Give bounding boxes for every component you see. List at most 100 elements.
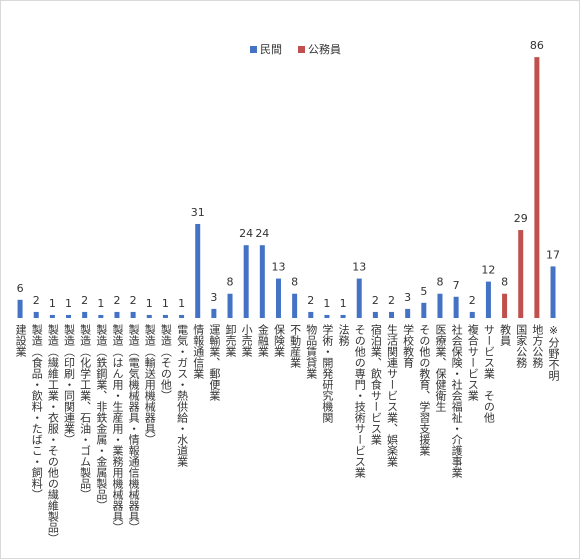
x-tick-label: 地方公務 [531, 324, 544, 369]
bar [485, 281, 491, 318]
data-label: 8 [436, 276, 443, 289]
data-label: 1 [178, 297, 185, 310]
data-label: 2 [33, 294, 40, 307]
data-label: 24 [239, 227, 253, 240]
data-label: 2 [372, 294, 379, 307]
data-label: 3 [210, 291, 217, 304]
bar [469, 311, 475, 318]
bar [308, 311, 314, 318]
x-tick-label: 製造（繊維工業・衣服・その他の繊維製品） [46, 323, 59, 544]
bar [227, 293, 233, 318]
data-label: 1 [340, 297, 347, 310]
bar [114, 311, 120, 318]
bar [17, 299, 23, 318]
x-tick-label: 製造（鉄鋼業、非鉄金属・金属製品） [95, 323, 108, 511]
bar [66, 314, 72, 318]
x-tick-label: 製造（電気機械器具・情報通信機械器具） [127, 323, 140, 533]
x-tick-label: 医療業、保健衛生 [434, 324, 447, 412]
data-label: 1 [146, 297, 153, 310]
x-tick-label: 物品賃貸業 [305, 323, 318, 379]
x-tick-label: 保険業 [272, 323, 285, 357]
data-label: 7 [453, 279, 460, 292]
data-label: 13 [352, 261, 366, 274]
data-label: 2 [388, 294, 395, 307]
data-label: 86 [530, 39, 544, 52]
x-tick-label: 宿泊業、飲食サービス業 [369, 323, 382, 445]
legend-text: 民間 [260, 43, 282, 56]
data-label: 8 [501, 276, 508, 289]
data-label: 1 [65, 297, 72, 310]
data-label: 24 [255, 227, 269, 240]
bar [324, 314, 330, 318]
x-tick-label: 製造（食品・飲料・たばこ・飼料） [30, 323, 43, 500]
x-tick-label: 学術・開発研究機関 [321, 323, 334, 423]
x-tick-label: 生活関連サービス業、娯楽業 [386, 323, 399, 467]
bar [98, 314, 104, 318]
x-tick-label: 教員 [499, 324, 512, 347]
x-tick-label: 社会保険・社会福祉・介護事業 [450, 323, 463, 478]
bar [243, 245, 249, 318]
x-tick-label: 運輸業、郵便業 [208, 324, 221, 401]
bar [275, 278, 281, 318]
x-tick-label: 建設業 [14, 323, 27, 357]
x-tick-label: 電気・ガス・熱供給・水道業 [176, 324, 189, 467]
x-tick-label: 卸売業 [224, 323, 237, 357]
bar [179, 314, 185, 318]
bar [259, 245, 265, 318]
x-tick-label: 法務 [337, 323, 350, 347]
x-tick-label: 製造（その他） [159, 323, 172, 401]
data-label: 17 [546, 248, 560, 261]
data-label: 2 [469, 294, 476, 307]
bar [340, 314, 346, 318]
data-label: 12 [481, 264, 495, 277]
data-label: 8 [291, 276, 298, 289]
x-tick-label: 複合サービス業 [466, 323, 479, 401]
x-tick-label: 情報通信業 [192, 324, 205, 379]
bar [49, 314, 55, 318]
data-label: 1 [49, 297, 56, 310]
bar [146, 314, 152, 318]
bar [372, 311, 378, 318]
bar [130, 311, 136, 318]
legend-text: 公務員 [308, 42, 341, 56]
legend-swatch [250, 46, 257, 53]
data-label: 5 [420, 285, 427, 298]
bar [162, 314, 168, 318]
x-tick-label: 国家公務 [515, 324, 528, 369]
x-tick-label: 不動産業 [289, 324, 302, 368]
data-label: 31 [191, 206, 205, 219]
data-label: 1 [162, 297, 169, 310]
bar [356, 278, 362, 318]
data-label: 8 [227, 276, 234, 289]
data-label: 2 [113, 294, 120, 307]
x-tick-label: 小売業 [240, 324, 253, 357]
bar [389, 311, 395, 318]
bar [453, 296, 459, 318]
data-label: 1 [97, 297, 104, 310]
x-tick-label: その他の専門・技術サービス業 [353, 324, 366, 478]
x-tick-label: 金融業 [256, 323, 269, 357]
bar [195, 223, 201, 318]
bar [534, 57, 540, 319]
x-tick-label: ※分野不明 [547, 324, 560, 382]
x-tick-label: 製造（印刷・同関連業） [63, 323, 76, 445]
bar [292, 293, 298, 318]
bar [33, 311, 39, 318]
x-tick-label: サービス業 その他 [482, 324, 495, 423]
bar [405, 308, 411, 318]
bar [211, 308, 217, 318]
data-label: 2 [130, 294, 137, 307]
bar [502, 293, 508, 318]
x-tick-label: その他の教育、学習支援業 [418, 324, 431, 456]
bar [82, 311, 88, 318]
x-tick-label: 製造（はん用・生産用・業務用機械器具） [111, 323, 124, 533]
bar [518, 230, 524, 318]
bar [437, 293, 443, 318]
x-tick-label: 製造（化学工業、石油・ゴム製品） [79, 323, 92, 500]
x-tick-label: 製造（輸送用機械器具） [143, 323, 156, 445]
legend-swatch [298, 46, 305, 53]
data-label: 2 [307, 294, 314, 307]
data-label: 6 [17, 282, 24, 295]
